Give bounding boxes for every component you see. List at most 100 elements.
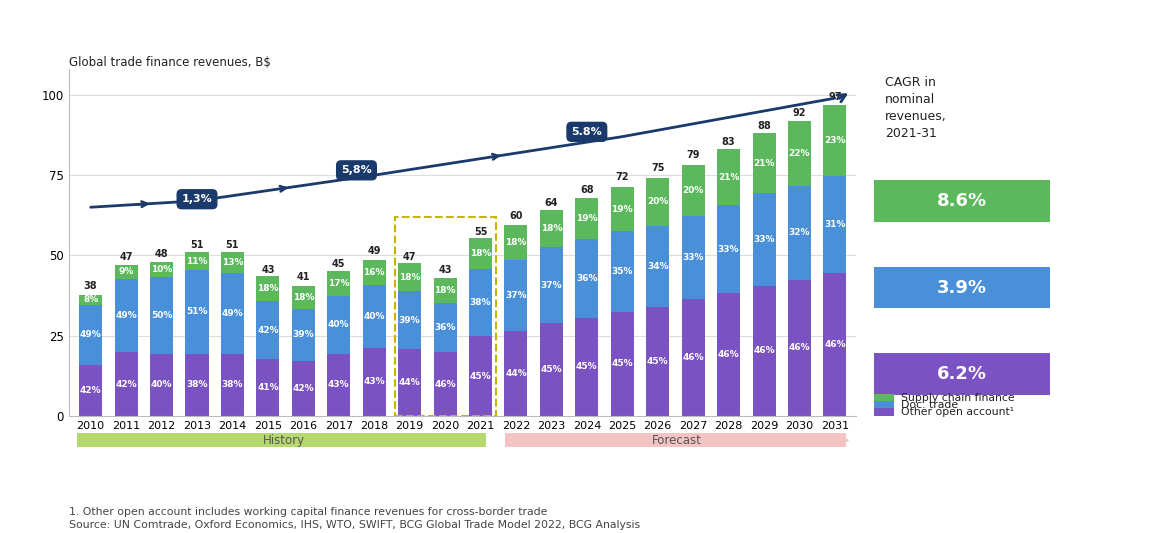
Text: 38: 38 (83, 281, 97, 291)
Text: 18%: 18% (540, 224, 562, 233)
Text: History: History (263, 434, 305, 447)
Text: 35%: 35% (612, 267, 633, 276)
Bar (824, 104, 847, 176)
Bar (788, 185, 811, 280)
FancyBboxPatch shape (874, 180, 1049, 222)
Bar (540, 211, 563, 247)
Text: 46%: 46% (717, 350, 739, 359)
Text: 46%: 46% (434, 379, 456, 389)
Bar (752, 193, 775, 286)
Text: 21%: 21% (717, 173, 739, 182)
Bar (824, 272, 847, 416)
Text: 40%: 40% (329, 320, 349, 329)
Bar (611, 231, 634, 312)
Text: 13%: 13% (222, 259, 243, 267)
Text: 37%: 37% (540, 281, 562, 290)
Bar (327, 271, 351, 296)
Bar (362, 285, 385, 348)
Text: 49%: 49% (222, 309, 243, 318)
Text: 51: 51 (226, 239, 239, 249)
FancyBboxPatch shape (874, 394, 894, 402)
Text: 48: 48 (155, 249, 169, 259)
Bar (292, 360, 315, 416)
Text: 45%: 45% (647, 357, 669, 366)
Text: 38%: 38% (222, 380, 243, 389)
Bar (611, 187, 634, 231)
Text: 32%: 32% (789, 228, 810, 237)
Text: 55: 55 (473, 227, 487, 237)
Text: 40%: 40% (150, 381, 172, 390)
Bar (681, 299, 705, 416)
Text: 19%: 19% (611, 205, 633, 214)
Text: 88: 88 (757, 121, 771, 131)
Text: 79: 79 (686, 150, 700, 160)
Text: 19%: 19% (576, 214, 598, 223)
Bar (257, 359, 279, 416)
Bar (221, 273, 244, 353)
Text: 72: 72 (616, 172, 629, 182)
Text: 18%: 18% (293, 293, 314, 302)
Text: 39%: 39% (399, 316, 420, 325)
Bar (292, 286, 315, 309)
Bar (540, 247, 563, 324)
Text: 6.2%: 6.2% (936, 365, 987, 383)
Bar (611, 312, 634, 416)
Text: 83: 83 (722, 137, 736, 147)
Text: 43%: 43% (327, 380, 349, 389)
Text: 9%: 9% (118, 267, 134, 276)
Text: 47: 47 (119, 253, 133, 262)
Bar (469, 269, 492, 336)
Bar (752, 133, 775, 193)
Bar (221, 252, 244, 273)
FancyBboxPatch shape (78, 433, 486, 447)
Text: 41: 41 (296, 272, 310, 281)
Text: 51%: 51% (186, 308, 208, 317)
Text: 5,8%: 5,8% (341, 165, 371, 175)
Text: 34%: 34% (647, 262, 669, 271)
Text: 11%: 11% (186, 256, 208, 265)
Bar (398, 263, 421, 290)
Text: 17%: 17% (327, 279, 349, 288)
Text: 43: 43 (261, 265, 274, 275)
Bar (469, 336, 492, 416)
Bar (575, 198, 598, 239)
Text: 20%: 20% (683, 185, 703, 195)
FancyBboxPatch shape (874, 401, 894, 409)
Bar (150, 354, 174, 416)
Text: 36%: 36% (434, 323, 456, 332)
Text: 50%: 50% (150, 311, 172, 320)
Text: 10%: 10% (150, 265, 172, 274)
FancyBboxPatch shape (874, 353, 1049, 395)
Text: 60: 60 (509, 211, 523, 221)
Text: 20%: 20% (647, 197, 669, 206)
Bar (79, 365, 102, 416)
FancyBboxPatch shape (874, 408, 894, 416)
Text: 21%: 21% (753, 159, 775, 167)
Text: Source: UN Comtrade, Oxford Economics, IHS, WTO, SWIFT, BCG Global Trade Model 2: Source: UN Comtrade, Oxford Economics, I… (69, 520, 641, 530)
Bar (647, 177, 669, 225)
Bar (327, 296, 351, 354)
Text: 38%: 38% (186, 380, 208, 389)
Bar (717, 149, 740, 205)
Bar (79, 305, 102, 365)
Bar (362, 260, 385, 285)
Text: 33%: 33% (683, 253, 703, 262)
Text: 45: 45 (332, 259, 346, 269)
Text: 46%: 46% (824, 340, 846, 349)
Text: 43: 43 (439, 265, 452, 275)
Text: 75: 75 (651, 163, 664, 173)
Bar (788, 120, 811, 185)
Text: Supply chain finance: Supply chain finance (900, 393, 1015, 403)
Bar (362, 348, 385, 416)
Bar (185, 353, 208, 416)
Text: 39%: 39% (293, 330, 315, 340)
Text: 97: 97 (828, 92, 841, 102)
Text: 49%: 49% (80, 330, 102, 339)
Bar (150, 277, 174, 354)
Bar (681, 165, 705, 215)
Text: 45%: 45% (576, 362, 598, 371)
Text: 64: 64 (545, 198, 558, 208)
Text: 68: 68 (580, 185, 594, 195)
Bar (717, 205, 740, 293)
Text: 49: 49 (368, 246, 381, 256)
